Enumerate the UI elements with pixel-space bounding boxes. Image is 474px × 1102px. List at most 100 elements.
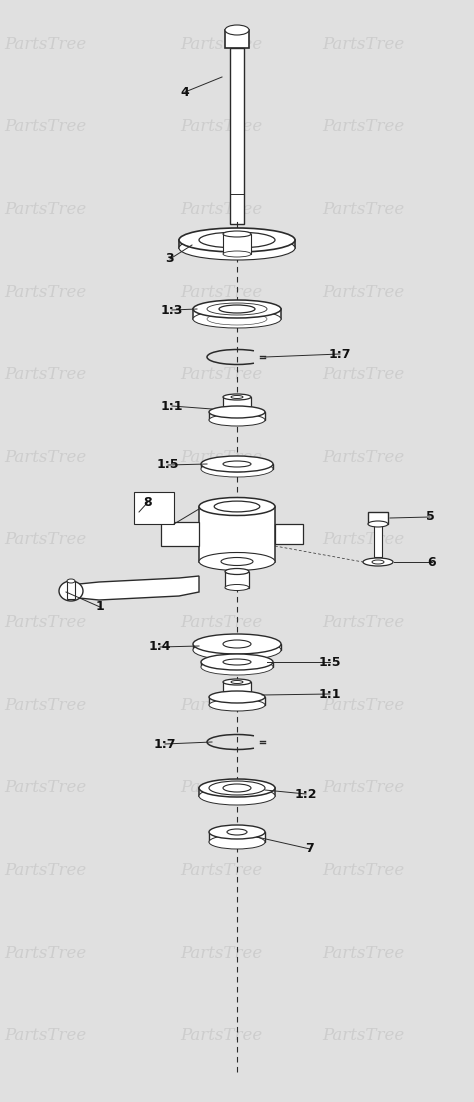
Bar bbox=[209, 832, 265, 842]
Ellipse shape bbox=[221, 558, 253, 565]
Text: PartsTree: PartsTree bbox=[5, 614, 87, 631]
Ellipse shape bbox=[193, 300, 281, 318]
Ellipse shape bbox=[363, 558, 393, 566]
Text: PartsTree: PartsTree bbox=[322, 35, 405, 53]
Ellipse shape bbox=[179, 236, 295, 260]
Text: PartsTree: PartsTree bbox=[5, 283, 87, 301]
Text: 1:3: 1:3 bbox=[161, 303, 183, 316]
Text: 3: 3 bbox=[166, 252, 174, 266]
Text: PartsTree: PartsTree bbox=[322, 449, 405, 466]
Ellipse shape bbox=[372, 560, 384, 564]
Bar bbox=[223, 234, 251, 253]
Text: 1:4: 1:4 bbox=[149, 640, 171, 653]
Ellipse shape bbox=[225, 584, 249, 591]
Ellipse shape bbox=[199, 779, 275, 797]
Bar bbox=[193, 309, 281, 318]
Ellipse shape bbox=[209, 691, 265, 703]
Ellipse shape bbox=[59, 581, 83, 601]
Bar bbox=[225, 30, 249, 48]
Text: PartsTree: PartsTree bbox=[5, 696, 87, 714]
Bar bbox=[161, 522, 199, 545]
Text: PartsTree: PartsTree bbox=[180, 862, 263, 879]
Ellipse shape bbox=[199, 497, 275, 516]
Bar bbox=[199, 507, 275, 562]
Text: PartsTree: PartsTree bbox=[322, 531, 405, 549]
Text: PartsTree: PartsTree bbox=[180, 944, 263, 962]
Text: 1:5: 1:5 bbox=[319, 656, 341, 669]
Text: PartsTree: PartsTree bbox=[5, 779, 87, 797]
Text: PartsTree: PartsTree bbox=[322, 201, 405, 218]
Text: PartsTree: PartsTree bbox=[180, 779, 263, 797]
Ellipse shape bbox=[209, 835, 265, 849]
Bar bbox=[223, 397, 251, 411]
Text: PartsTree: PartsTree bbox=[322, 283, 405, 301]
Text: 5: 5 bbox=[426, 510, 434, 523]
Text: 1: 1 bbox=[96, 601, 104, 614]
Text: PartsTree: PartsTree bbox=[5, 1027, 87, 1045]
Ellipse shape bbox=[223, 640, 251, 648]
Text: PartsTree: PartsTree bbox=[322, 779, 405, 797]
Text: PartsTree: PartsTree bbox=[5, 944, 87, 962]
Bar bbox=[199, 788, 275, 796]
Ellipse shape bbox=[193, 640, 281, 660]
Ellipse shape bbox=[223, 231, 251, 237]
Text: PartsTree: PartsTree bbox=[180, 35, 263, 53]
Bar bbox=[207, 309, 267, 318]
Ellipse shape bbox=[231, 681, 243, 683]
Text: PartsTree: PartsTree bbox=[5, 118, 87, 136]
Text: PartsTree: PartsTree bbox=[180, 696, 263, 714]
Text: 4: 4 bbox=[181, 86, 190, 98]
Text: PartsTree: PartsTree bbox=[5, 366, 87, 383]
Text: PartsTree: PartsTree bbox=[5, 862, 87, 879]
Bar bbox=[209, 412, 265, 420]
Text: PartsTree: PartsTree bbox=[180, 614, 263, 631]
Bar bbox=[275, 523, 303, 544]
Text: PartsTree: PartsTree bbox=[5, 35, 87, 53]
Text: PartsTree: PartsTree bbox=[180, 118, 263, 136]
Ellipse shape bbox=[223, 461, 251, 467]
Ellipse shape bbox=[201, 659, 273, 676]
Ellipse shape bbox=[201, 456, 273, 472]
Bar bbox=[134, 491, 174, 523]
Text: 1:7: 1:7 bbox=[329, 347, 351, 360]
Text: PartsTree: PartsTree bbox=[322, 118, 405, 136]
Text: PartsTree: PartsTree bbox=[180, 531, 263, 549]
Ellipse shape bbox=[209, 414, 265, 426]
Text: 1:7: 1:7 bbox=[154, 737, 176, 750]
Ellipse shape bbox=[223, 395, 251, 400]
Ellipse shape bbox=[223, 251, 251, 257]
Ellipse shape bbox=[199, 787, 275, 804]
Text: PartsTree: PartsTree bbox=[180, 283, 263, 301]
Ellipse shape bbox=[201, 653, 273, 670]
Text: PartsTree: PartsTree bbox=[322, 1027, 405, 1045]
Ellipse shape bbox=[219, 315, 255, 323]
Ellipse shape bbox=[179, 228, 295, 252]
Ellipse shape bbox=[209, 825, 265, 839]
Text: PartsTree: PartsTree bbox=[180, 201, 263, 218]
Ellipse shape bbox=[225, 25, 249, 35]
Ellipse shape bbox=[201, 461, 273, 477]
Ellipse shape bbox=[209, 406, 265, 418]
Bar bbox=[201, 662, 273, 667]
Text: 1:5: 1:5 bbox=[157, 458, 179, 472]
Bar bbox=[209, 696, 265, 705]
Ellipse shape bbox=[225, 569, 249, 574]
Ellipse shape bbox=[223, 784, 251, 792]
Text: PartsTree: PartsTree bbox=[5, 531, 87, 549]
Bar bbox=[67, 581, 75, 599]
Ellipse shape bbox=[223, 693, 251, 699]
Ellipse shape bbox=[219, 305, 255, 313]
Text: 1:1: 1:1 bbox=[319, 688, 341, 701]
Ellipse shape bbox=[193, 634, 281, 653]
Text: PartsTree: PartsTree bbox=[322, 366, 405, 383]
Text: PartsTree: PartsTree bbox=[5, 449, 87, 466]
Bar bbox=[193, 644, 281, 650]
Bar bbox=[368, 512, 388, 523]
Bar bbox=[179, 240, 295, 248]
Ellipse shape bbox=[223, 408, 251, 414]
Text: PartsTree: PartsTree bbox=[180, 449, 263, 466]
Text: PartsTree: PartsTree bbox=[322, 696, 405, 714]
Text: PartsTree: PartsTree bbox=[322, 944, 405, 962]
Text: 7: 7 bbox=[306, 843, 314, 855]
Ellipse shape bbox=[223, 659, 251, 665]
